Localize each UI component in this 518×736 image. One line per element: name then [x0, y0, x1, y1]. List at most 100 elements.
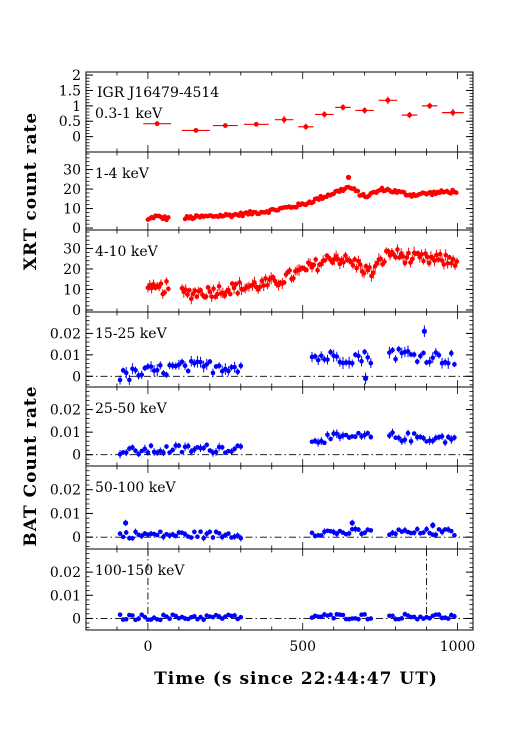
data-point — [393, 254, 398, 260]
y-tick-label: 0.02 — [50, 565, 81, 581]
data-point — [204, 442, 210, 448]
x-tick-label: 0 — [143, 639, 152, 655]
data-point — [216, 363, 222, 369]
y-tick-label: 0.01 — [50, 425, 81, 441]
data-point — [382, 259, 387, 265]
data-point — [350, 262, 356, 268]
y-tick-label: 0 — [72, 611, 81, 627]
data-point — [345, 174, 352, 180]
data-point — [407, 112, 412, 118]
data-point — [385, 249, 391, 254]
y-tick-label: 0 — [72, 448, 81, 464]
data-point — [430, 355, 436, 360]
data-point — [368, 616, 374, 621]
data-point — [179, 286, 185, 291]
data-point — [452, 532, 457, 538]
data-point — [328, 349, 333, 355]
panel-frame — [85, 229, 474, 313]
data-point — [359, 358, 364, 364]
data-point — [133, 529, 138, 535]
data-series — [145, 174, 459, 223]
band-label: 50-100 keV — [95, 480, 176, 496]
data-point — [307, 261, 313, 267]
data-point — [232, 364, 237, 370]
data-point — [176, 362, 182, 367]
data-point — [130, 613, 135, 618]
data-point — [303, 124, 309, 130]
data-point — [454, 259, 460, 264]
data-point — [362, 530, 367, 536]
data-point — [167, 450, 172, 455]
data-point — [445, 261, 450, 266]
data-point — [120, 534, 126, 540]
data-point — [291, 276, 296, 281]
panel-frame — [85, 465, 474, 550]
data-point — [427, 359, 432, 365]
data-point — [148, 364, 154, 369]
data-point — [453, 190, 459, 195]
data-point — [183, 287, 188, 293]
data-point — [321, 112, 327, 117]
panel-frame — [85, 548, 474, 631]
y-tick-label: 0 — [72, 130, 81, 146]
y-tick-label: 0 — [72, 303, 81, 319]
data-point — [201, 617, 206, 622]
data-point — [396, 435, 401, 441]
data-point — [450, 256, 456, 262]
data-point — [222, 123, 228, 128]
data-point — [328, 436, 333, 442]
data-point — [164, 372, 169, 378]
data-point — [358, 262, 363, 267]
data-point — [424, 254, 430, 260]
panel-p6: 0 0.01 0.02 50-100 keV — [50, 465, 474, 550]
data-point — [365, 430, 371, 436]
data-point — [449, 350, 454, 356]
data-point — [322, 440, 327, 446]
data-point — [203, 294, 209, 299]
data-point — [149, 285, 154, 291]
data-point — [393, 356, 398, 362]
data-point — [209, 294, 214, 300]
band-label: 15-25 keV — [95, 326, 168, 342]
data-point — [341, 260, 346, 265]
data-point — [216, 530, 222, 536]
data-point — [161, 450, 166, 455]
data-point — [151, 282, 156, 287]
data-point — [210, 535, 216, 540]
data-point — [136, 616, 141, 621]
data-point — [328, 612, 333, 618]
data-point — [421, 435, 426, 441]
data-point — [158, 529, 163, 535]
data-point — [352, 257, 358, 262]
data-point — [142, 614, 148, 620]
data-point — [156, 284, 162, 290]
y-tick-label: 0.02 — [50, 326, 81, 342]
data-point — [432, 258, 437, 263]
data-point — [414, 616, 420, 622]
data-point — [362, 612, 367, 617]
data-point — [390, 430, 395, 435]
data-point — [117, 612, 123, 617]
data-point — [445, 616, 451, 621]
data-point — [252, 280, 257, 285]
band-label: 1-4 keV — [95, 166, 150, 182]
data-point — [397, 255, 402, 260]
data-point — [148, 443, 154, 449]
data-point — [133, 367, 138, 373]
data-point — [185, 292, 190, 297]
data-point — [414, 526, 420, 532]
data-point — [421, 530, 426, 535]
data-point — [187, 287, 192, 293]
data-point — [400, 254, 406, 259]
data-point — [354, 265, 359, 271]
data-point — [433, 532, 439, 538]
data-point — [219, 445, 225, 450]
data-point — [430, 438, 436, 444]
data-point — [185, 368, 191, 374]
data-point — [410, 256, 415, 262]
data-point — [414, 359, 420, 364]
data-point — [194, 294, 200, 300]
data-point — [362, 375, 369, 382]
data-point — [445, 434, 451, 440]
